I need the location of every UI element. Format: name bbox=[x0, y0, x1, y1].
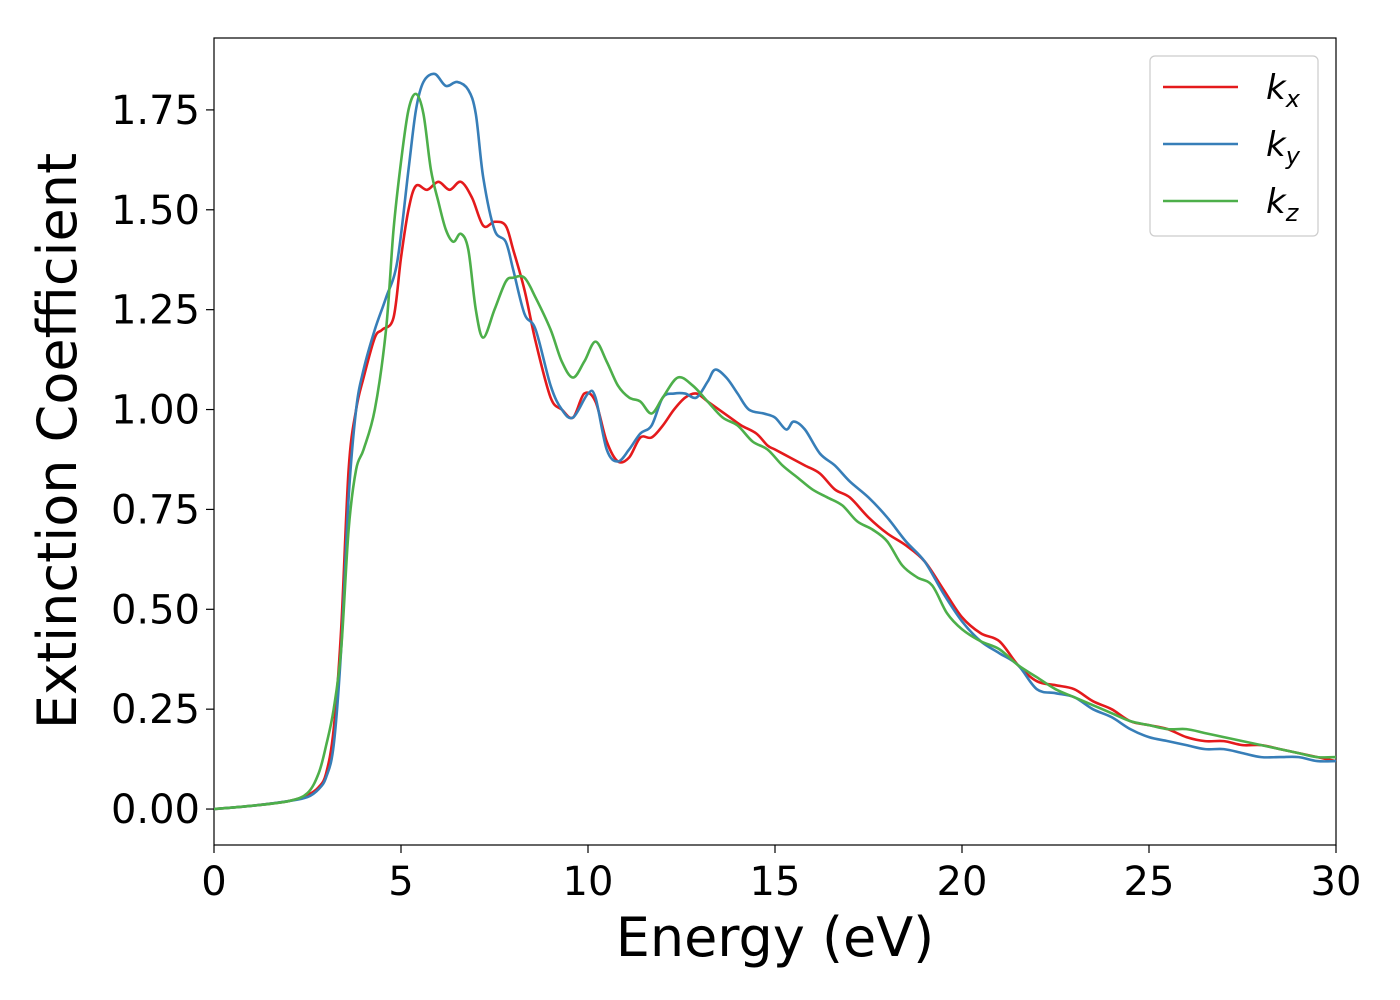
y-tick-label: 1.25 bbox=[111, 288, 200, 334]
y-axis-ticks: 0.00 0.25 0.50 0.75 1.00 1.25 1.50 1.75 bbox=[111, 88, 214, 833]
x-axis-label: Energy (eV) bbox=[616, 906, 935, 969]
y-tick-label: 0.00 bbox=[111, 787, 200, 833]
x-tick-label: 5 bbox=[388, 859, 413, 905]
y-tick-label: 0.75 bbox=[111, 487, 200, 533]
legend-entries: kx ky kz bbox=[1163, 68, 1301, 227]
plot-area: 0 5 10 15 20 25 30 0.00 0.25 0.50 0.75 1.00 1.25 1.5… bbox=[111, 37, 1361, 905]
legend-label-kx: kx bbox=[1266, 68, 1301, 113]
legend: kx ky kz bbox=[1149, 55, 1319, 237]
x-tick-label: 15 bbox=[750, 859, 801, 905]
legend-label-kz: kz bbox=[1266, 182, 1300, 227]
x-tick-label: 25 bbox=[1124, 859, 1175, 905]
y-tick-label: 1.50 bbox=[111, 188, 200, 234]
y-axis-label: Extinction Coefficient bbox=[26, 153, 89, 729]
y-tick-label: 0.50 bbox=[111, 587, 200, 633]
series-layer bbox=[213, 72, 1337, 811]
y-tick-label: 0.25 bbox=[111, 687, 200, 733]
x-axis-ticks: 0 5 10 15 20 25 30 bbox=[201, 845, 1361, 905]
y-tick-label: 1.75 bbox=[111, 88, 200, 134]
legend-label-ky: ky bbox=[1266, 125, 1301, 170]
x-tick-label: 10 bbox=[563, 859, 614, 905]
x-tick-label: 20 bbox=[937, 859, 988, 905]
y-tick-label: 1.00 bbox=[111, 388, 200, 434]
legend-box bbox=[1149, 55, 1319, 237]
series-line-ky bbox=[213, 72, 1337, 811]
x-tick-label: 30 bbox=[1311, 859, 1362, 905]
x-tick-label: 0 bbox=[201, 859, 226, 905]
series-line-kx bbox=[213, 180, 1337, 811]
series-line-kz bbox=[213, 92, 1337, 811]
